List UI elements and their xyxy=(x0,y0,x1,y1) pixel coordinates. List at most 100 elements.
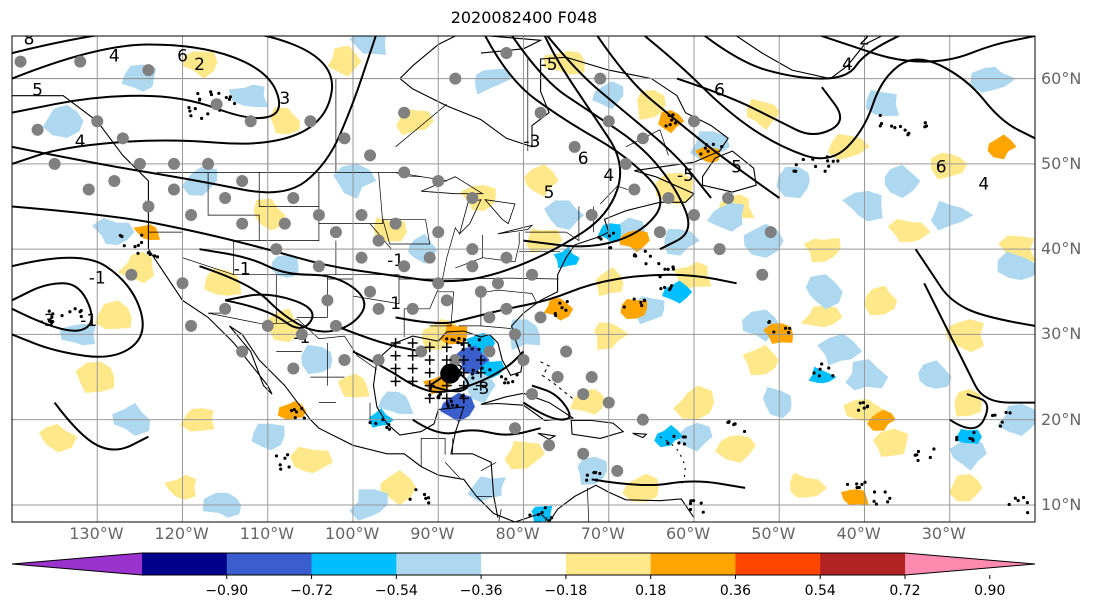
gray-station-dot xyxy=(594,72,607,85)
stipple-dot xyxy=(196,91,200,96)
contour-label: -5 xyxy=(677,166,694,186)
stipple-dot xyxy=(139,240,144,245)
gray-station-dot xyxy=(713,243,726,256)
stipple-dot xyxy=(671,265,675,269)
atlantic-coastline xyxy=(372,36,729,518)
stipple-dot xyxy=(206,112,210,116)
positive-anomaly-area xyxy=(622,473,659,502)
political-border xyxy=(480,461,497,472)
stipple-dot xyxy=(872,490,877,494)
contour-line xyxy=(522,384,571,421)
contour-label: 6 xyxy=(578,149,589,169)
hispaniola-outline xyxy=(570,419,625,439)
stipple-dot xyxy=(368,421,372,425)
stipple-dot xyxy=(622,305,626,309)
negative-anomaly-area xyxy=(544,200,585,230)
colorbar-outline xyxy=(11,552,1036,576)
stipple-dot xyxy=(862,406,866,410)
negative-anomaly-area xyxy=(817,333,862,366)
stipple-dot xyxy=(445,402,450,406)
stipple-dot xyxy=(955,435,959,439)
stipple-dot xyxy=(677,441,681,445)
stipple-dot xyxy=(916,449,921,454)
longitude-label: 130°W xyxy=(69,524,124,543)
gray-station-dot xyxy=(500,302,513,315)
political-border xyxy=(480,325,511,329)
stipple-dot xyxy=(528,513,532,517)
political-border xyxy=(182,172,260,276)
stipple-dot xyxy=(673,121,678,125)
gray-station-dot xyxy=(756,268,769,281)
gray-station-dot xyxy=(244,115,257,128)
gray-station-dot xyxy=(372,234,385,247)
political-border xyxy=(318,172,384,224)
gray-station-dot xyxy=(722,192,735,204)
positive-anomaly-area xyxy=(338,373,370,398)
stipple-dot xyxy=(783,326,788,330)
stipple-dot xyxy=(460,394,464,398)
gray-station-dot xyxy=(133,157,146,170)
gray-station-dot xyxy=(295,328,308,341)
contour-label: -1 xyxy=(234,260,251,280)
gray-station-dot xyxy=(304,115,317,128)
stipple-dot xyxy=(874,502,879,506)
contour-label: 5 xyxy=(544,183,555,203)
positive-anomaly-area xyxy=(164,474,197,500)
stipple-dot xyxy=(893,126,897,130)
contour-line xyxy=(352,350,525,393)
contour-label: 4 xyxy=(842,55,853,75)
stipple-dot xyxy=(968,436,972,440)
plus-marker xyxy=(441,342,452,353)
stipple-dot xyxy=(499,375,504,379)
stipple-dot xyxy=(289,408,294,413)
longitude-label: 80°W xyxy=(495,524,540,543)
plus-marker xyxy=(424,367,435,378)
gray-station-dot xyxy=(483,345,496,358)
stipple-dot xyxy=(670,284,674,288)
stipple-dot xyxy=(456,341,460,345)
stipple-dot xyxy=(455,404,459,408)
contour-label: -3 xyxy=(38,311,55,331)
contour-label: 5 xyxy=(731,157,742,177)
stipple-dot xyxy=(817,374,821,378)
stipple-dot xyxy=(449,399,453,403)
stipple-dot xyxy=(477,347,481,351)
storm-center-marker xyxy=(440,363,461,384)
gray-station-dot xyxy=(526,268,539,281)
stipple-dot xyxy=(422,492,427,497)
contour-label: -1 xyxy=(89,268,106,288)
stipple-dot xyxy=(488,368,492,372)
stipple-dot xyxy=(506,381,510,385)
stipple-dot xyxy=(701,510,705,514)
gray-station-dot xyxy=(543,439,556,452)
stipple-dot xyxy=(706,149,710,153)
positive-anomaly-area xyxy=(789,472,828,498)
stipple-dot xyxy=(998,424,1003,428)
gray-station-dot xyxy=(398,106,411,119)
stipple-dot xyxy=(903,128,907,132)
colorbar-tick-label: 0.90 xyxy=(974,583,1006,599)
longitude-label: 110°W xyxy=(239,524,295,543)
stipple-dot xyxy=(228,95,232,99)
stipple-dot xyxy=(923,125,927,129)
stipple-dot xyxy=(68,310,72,314)
stipple-dot xyxy=(585,473,589,477)
contour-label: 1 xyxy=(390,294,401,314)
stipple-dot xyxy=(445,337,449,341)
stipple-dot xyxy=(471,376,475,380)
gray-station-dot xyxy=(185,319,198,332)
stipple-dot xyxy=(549,516,554,520)
gray-station-dot xyxy=(210,98,223,111)
stipple-dot xyxy=(689,499,693,503)
stipple-dot xyxy=(916,458,920,463)
stipple-dot xyxy=(1021,495,1026,500)
stipple-dot xyxy=(560,306,564,310)
contour-label: 6 xyxy=(177,47,188,67)
stipple-dot xyxy=(193,107,197,111)
stipple-dot xyxy=(818,367,822,371)
stipple-dot xyxy=(663,285,667,290)
contour-line xyxy=(818,36,1035,63)
stipple-dot xyxy=(118,233,122,238)
strong-positive-core xyxy=(619,230,650,253)
